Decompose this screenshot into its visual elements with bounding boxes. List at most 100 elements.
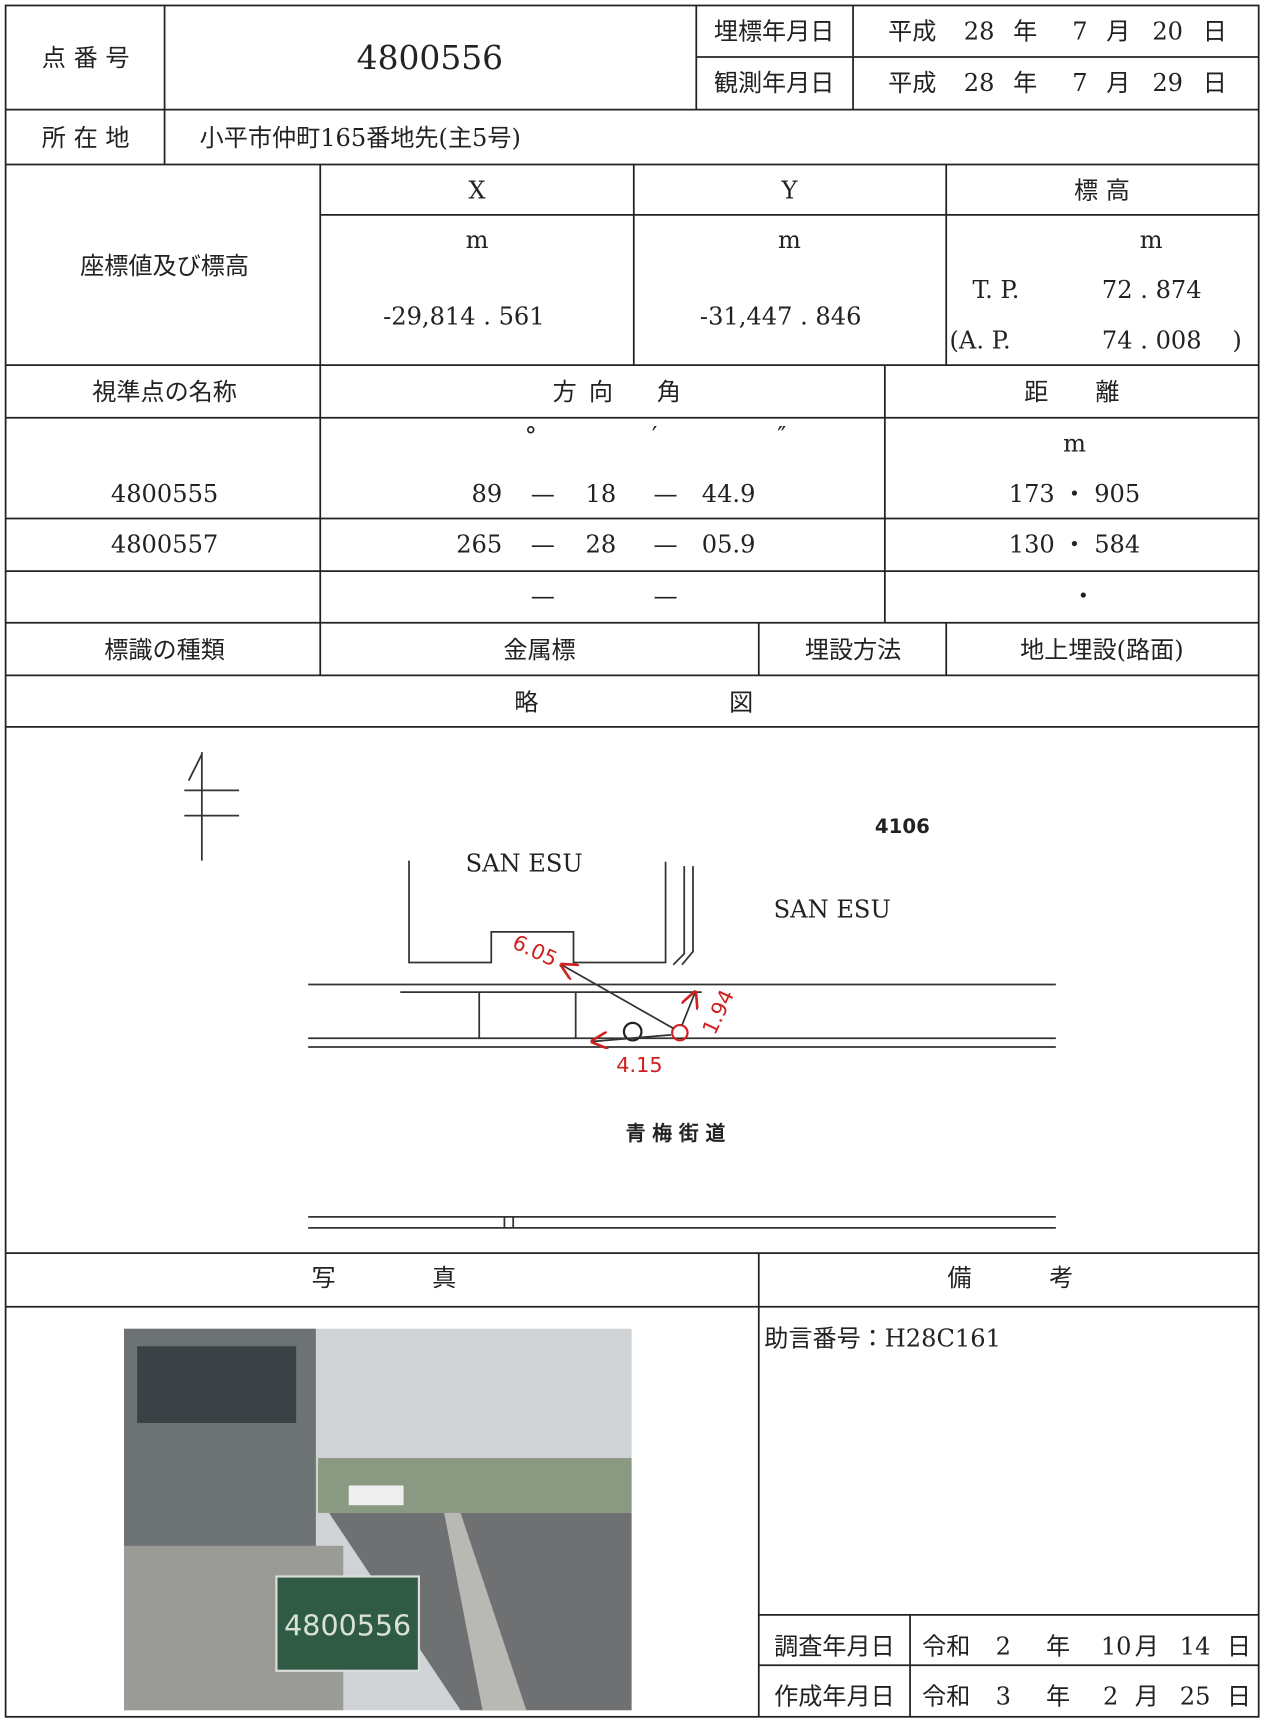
label: 点 番 号 bbox=[42, 44, 130, 72]
label: 4.15 bbox=[616, 1053, 662, 1077]
label: m bbox=[466, 226, 489, 254]
label: 小平市仲町165番地先(主5号) bbox=[200, 124, 521, 152]
label: 1.94 bbox=[698, 986, 739, 1038]
label: m bbox=[778, 226, 801, 254]
label: X bbox=[468, 176, 486, 204]
label: 月 bbox=[1135, 1632, 1159, 1660]
sketch bbox=[184, 752, 1056, 1229]
label: 年 bbox=[1046, 1683, 1070, 1711]
rule-line bbox=[622, 1021, 643, 1042]
label: 20 bbox=[1152, 17, 1183, 45]
label: — bbox=[654, 531, 678, 559]
label: 略 bbox=[514, 688, 538, 716]
label: 年 bbox=[1013, 69, 1037, 97]
label: — bbox=[531, 582, 555, 610]
label: 日 bbox=[1203, 69, 1227, 97]
label: 平成 bbox=[888, 17, 936, 45]
label: 28 bbox=[964, 17, 995, 45]
label: 平成 bbox=[888, 69, 936, 97]
label: 74 . 008 bbox=[1102, 327, 1202, 355]
label: 金属標 bbox=[503, 636, 575, 664]
label: 89 bbox=[472, 480, 503, 508]
label: 14 bbox=[1180, 1632, 1211, 1660]
label: 日 bbox=[1227, 1632, 1251, 1660]
label: 離 bbox=[1095, 378, 1119, 406]
label: Y bbox=[781, 176, 799, 204]
label: 日 bbox=[1227, 1683, 1251, 1711]
rule-line bbox=[275, 1575, 421, 1672]
label: 角 bbox=[657, 378, 681, 406]
label: 向 bbox=[589, 378, 613, 406]
label: 図 bbox=[729, 688, 753, 716]
rule-line bbox=[4, 4, 1260, 1718]
label: 4800555 bbox=[111, 480, 218, 508]
label: 130 ・ 584 bbox=[1009, 531, 1140, 559]
sighting-row: 4800557 265 — 28 — 05.9 130 ・ 584 bbox=[111, 531, 1140, 559]
label: 6.05 bbox=[509, 930, 561, 971]
label: 4800556 bbox=[357, 38, 503, 77]
label: SAN ESU bbox=[466, 850, 583, 878]
label: 月 bbox=[1135, 1683, 1159, 1711]
label: 写 bbox=[311, 1264, 335, 1292]
label: 真 bbox=[432, 1264, 456, 1292]
site-photo: 4800556 bbox=[124, 1328, 632, 1711]
label: — bbox=[531, 531, 555, 559]
rule-line bbox=[681, 866, 694, 966]
label: 考 bbox=[1049, 1264, 1073, 1292]
label: 作成年月日 bbox=[774, 1683, 895, 1711]
label: — bbox=[654, 582, 678, 610]
table-grid bbox=[4, 4, 1260, 1718]
label: 4800557 bbox=[111, 531, 218, 559]
label: 備 bbox=[947, 1264, 971, 1292]
label: (A. P. bbox=[950, 327, 1011, 355]
rule-line bbox=[671, 1023, 689, 1042]
label: 距 bbox=[1024, 378, 1048, 406]
label: -29,814 . 561 bbox=[383, 303, 545, 331]
label: 所 在 地 bbox=[42, 124, 130, 152]
rule-line bbox=[187, 753, 203, 781]
label: 4106 bbox=[875, 815, 930, 838]
label: 令和 bbox=[922, 1632, 970, 1660]
label: — bbox=[654, 480, 678, 508]
label: ° bbox=[525, 422, 537, 450]
label: 令和 bbox=[922, 1683, 970, 1711]
label: 埋設方法 bbox=[805, 636, 901, 664]
label: 視準点の名称 bbox=[92, 378, 237, 406]
rule-line bbox=[592, 1035, 672, 1042]
label: 05.9 bbox=[702, 531, 756, 559]
label: ″ bbox=[777, 422, 786, 450]
burial-date: 平成 28 年 7 月 20 日 bbox=[888, 17, 1227, 45]
label: 観測年月日 bbox=[714, 69, 835, 97]
label: 標識の種類 bbox=[104, 636, 225, 664]
sighting-row: 4800555 89 — 18 — 44.9 173 ・ 905 bbox=[111, 480, 1140, 508]
rule-line bbox=[348, 1485, 404, 1506]
label: 44.9 bbox=[702, 480, 756, 508]
label: ・ bbox=[1071, 582, 1095, 610]
label: 25 bbox=[1180, 1683, 1211, 1711]
label: -31,447 . 846 bbox=[700, 303, 862, 331]
label: 方 bbox=[553, 378, 577, 406]
label: 調査年月日 bbox=[774, 1632, 895, 1660]
label: ) bbox=[1232, 327, 1241, 355]
label: 29 bbox=[1152, 69, 1183, 97]
rule-line bbox=[444, 1512, 527, 1711]
label: 助言番号：H28C161 bbox=[764, 1324, 1001, 1352]
label: 月 bbox=[1106, 69, 1130, 97]
label: 173 ・ 905 bbox=[1009, 480, 1140, 508]
label: 年 bbox=[1013, 17, 1037, 45]
observation-date: 平成 28 年 7 月 29 日 bbox=[888, 69, 1227, 97]
label: 標 高 bbox=[1074, 176, 1130, 204]
rule-line bbox=[672, 866, 686, 966]
label: 28 bbox=[586, 531, 617, 559]
label: 72 . 874 bbox=[1102, 276, 1202, 304]
label: 埋標年月日 bbox=[714, 17, 835, 45]
rule-line bbox=[137, 1346, 297, 1423]
label: 日 bbox=[1203, 17, 1227, 45]
label: 18 bbox=[586, 480, 617, 508]
label: — bbox=[531, 480, 555, 508]
label: 地上埋設(路面) bbox=[1020, 636, 1183, 664]
label: ′ bbox=[652, 422, 657, 450]
